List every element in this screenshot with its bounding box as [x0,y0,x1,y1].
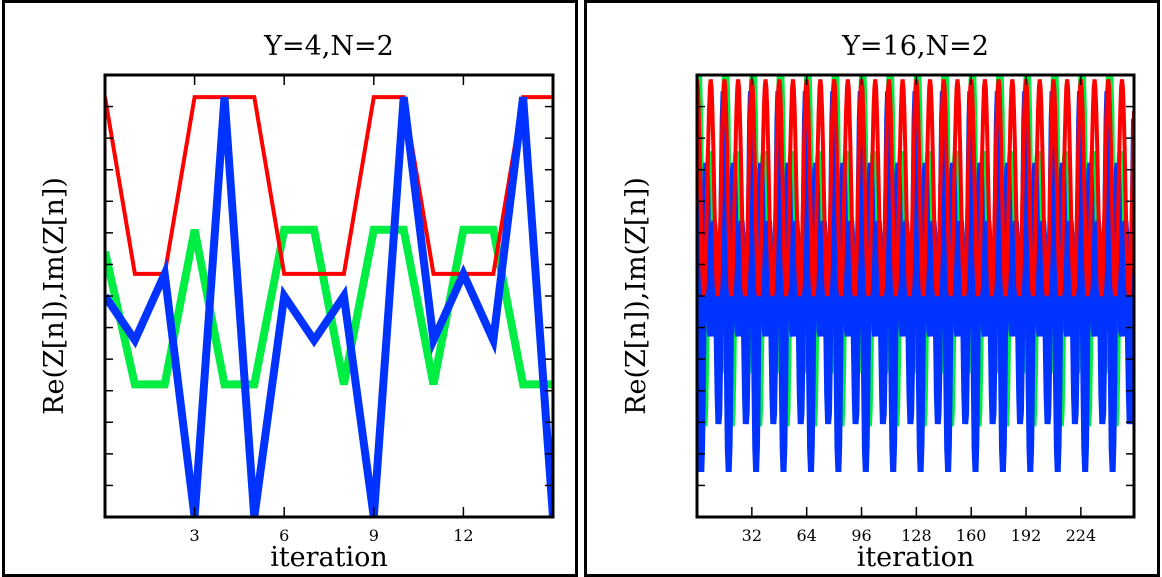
x-tick-label: 64 [796,526,816,545]
x-axis-label: iteration [270,542,388,573]
x-tick-label: 224 [1066,526,1097,545]
x-tick-label: 32 [742,526,762,545]
chart-title: Y=16,N=2 [841,31,989,62]
chart-panel-left: Y=4,N=2 iteration Re(Z[n]),Im(Z[n]) 3 6 9 12 [2,0,578,577]
series-line [105,225,553,389]
x-tick-label: 9 [369,526,379,545]
series-line [105,96,553,518]
x-tick-label: 12 [453,526,473,545]
series-line [105,95,553,276]
x-tick-label: 160 [956,526,987,545]
x-tick-label: 192 [1011,526,1042,545]
y-axis-label: Re(Z[n]),Im(Z[n]) [621,177,652,415]
x-tick-label: 3 [190,526,200,545]
x-axis-label: iteration [857,542,975,573]
y-axis-label: Re(Z[n]),Im(Z[n]) [39,177,70,415]
x-tick-label: 96 [851,526,871,545]
chart-panel-right: Y=16,N=2 iteration Re(Z[n]),Im(Z[n]) 32 64 96… [584,0,1160,577]
chart-left-svg: Y=4,N=2 iteration Re(Z[n]),Im(Z[n]) 3 6 9 12 [39,31,555,573]
chart-right-svg: Y=16,N=2 iteration Re(Z[n]),Im(Z[n]) 32 64 96… [621,31,1136,573]
series-line [697,79,1134,297]
x-tick-label: 6 [279,526,289,545]
x-tick-label: 128 [901,526,932,545]
chart-title: Y=4,N=2 [263,31,394,62]
